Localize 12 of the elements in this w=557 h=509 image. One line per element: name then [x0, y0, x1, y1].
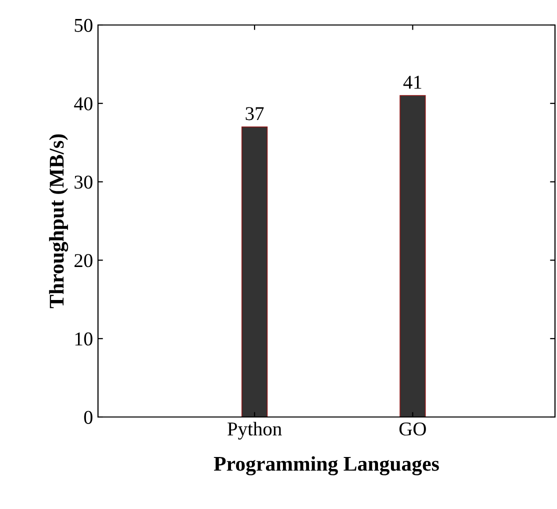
x-tick-label: Python	[228, 422, 282, 440]
x-tick-label: GO	[399, 422, 426, 436]
y-tick-label: 40	[74, 97, 92, 110]
y-tick-label: 0	[84, 410, 92, 424]
y-tick-label: 50	[74, 18, 92, 32]
y-tick-label: 30	[74, 176, 92, 189]
data-label: 41	[403, 76, 422, 89]
data-label: 37	[246, 107, 264, 120]
x-axis-title: Programming Languages	[214, 456, 439, 476]
y-tick-label: 20	[74, 254, 92, 268]
y-tick-label: 10	[75, 332, 92, 346]
y-axis-title: Throughput (MB/s)	[49, 134, 68, 308]
